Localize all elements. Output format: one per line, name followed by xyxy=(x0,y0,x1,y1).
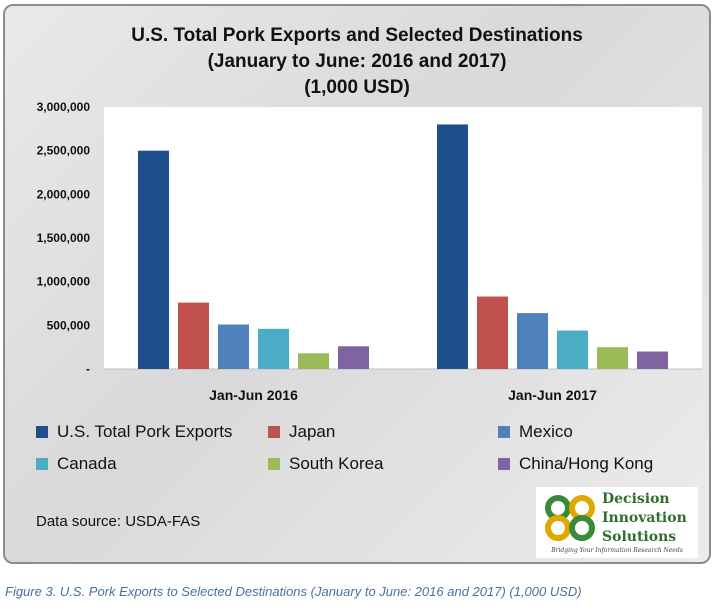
data-source-note: Data source: USDA-FAS xyxy=(36,513,201,530)
bar xyxy=(517,313,548,369)
logo-tagline: Bridging Your Information Research Needs xyxy=(551,547,683,554)
bar xyxy=(338,346,369,369)
y-tick-label: - xyxy=(86,362,90,376)
bar xyxy=(597,347,628,369)
knot-logo-icon xyxy=(545,495,595,541)
logo-line-2: Innovation xyxy=(602,510,687,526)
figure-caption: Figure 3. U.S. Pork Exports to Selected … xyxy=(5,584,582,599)
bar xyxy=(637,351,668,369)
logo-text: Decision Innovation Solutions xyxy=(602,490,687,547)
bar xyxy=(258,328,289,369)
chart-frame: U.S. Total Pork Exports and Selected Des… xyxy=(3,4,711,564)
bar xyxy=(477,296,508,369)
bar xyxy=(178,302,209,369)
y-tick-label: 2,000,000 xyxy=(37,187,91,201)
y-tick-label: 1,500,000 xyxy=(37,231,91,245)
bar xyxy=(298,353,329,369)
logo-line-1: Decision xyxy=(602,491,670,507)
bar xyxy=(138,150,169,369)
company-logo: Decision Innovation Solutions Bridging Y… xyxy=(536,487,698,558)
y-tick-label: 1,000,000 xyxy=(37,275,91,289)
bar-chart: - 500,000 1,000,000 1,500,000 2,000,000 2,500… xyxy=(37,100,702,403)
chart-title-block: U.S. Total Pork Exports and Selected Des… xyxy=(5,23,709,101)
chart-unit: (1,000 USD) xyxy=(304,77,410,98)
chart-title: U.S. Total Pork Exports and Selected Des… xyxy=(131,25,583,46)
x-tick-label: Jan-Jun 2016 xyxy=(209,387,298,403)
bar xyxy=(437,124,468,369)
bar xyxy=(557,330,588,369)
chart-subtitle: (January to June: 2016 and 2017) xyxy=(207,51,507,72)
logo-line-3: Solutions xyxy=(602,529,677,545)
y-tick-label: 500,000 xyxy=(47,318,91,332)
y-tick-label: 3,000,000 xyxy=(37,100,91,114)
x-tick-label: Jan-Jun 2017 xyxy=(508,387,597,403)
bar xyxy=(218,324,249,369)
y-tick-label: 2,500,000 xyxy=(37,144,91,158)
